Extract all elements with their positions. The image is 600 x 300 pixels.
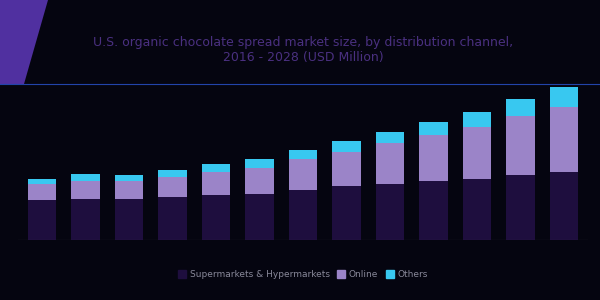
Bar — [115, 175, 143, 181]
Bar — [376, 184, 404, 240]
Bar — [71, 174, 100, 181]
Bar — [332, 141, 361, 152]
Bar — [332, 152, 361, 187]
Bar — [376, 132, 404, 143]
Bar — [71, 181, 100, 199]
Bar — [332, 187, 361, 240]
Bar — [115, 181, 143, 199]
Legend: Supermarkets & Hypermarkets, Online, Others: Supermarkets & Hypermarkets, Online, Oth… — [175, 266, 431, 283]
Bar — [28, 184, 56, 200]
Bar — [419, 122, 448, 135]
Bar — [202, 172, 230, 195]
Bar — [28, 179, 56, 184]
Bar — [158, 170, 187, 177]
Bar — [289, 190, 317, 240]
Bar — [28, 200, 56, 240]
Bar — [506, 99, 535, 116]
Title: U.S. organic chocolate spread market size, by distribution channel,
2016 - 2028 : U.S. organic chocolate spread market siz… — [93, 36, 513, 64]
Bar — [245, 159, 274, 167]
Bar — [419, 181, 448, 240]
Bar — [158, 197, 187, 240]
Bar — [550, 106, 578, 172]
Bar — [376, 143, 404, 184]
Bar — [550, 87, 578, 107]
Bar — [158, 177, 187, 197]
Bar — [202, 195, 230, 240]
Bar — [289, 150, 317, 159]
Bar — [463, 179, 491, 240]
Bar — [463, 127, 491, 179]
Bar — [71, 199, 100, 240]
Bar — [289, 159, 317, 190]
Bar — [115, 199, 143, 240]
Bar — [463, 112, 491, 127]
Bar — [419, 135, 448, 181]
Bar — [202, 164, 230, 172]
Bar — [550, 172, 578, 240]
Bar — [506, 175, 535, 240]
Bar — [245, 194, 274, 240]
Bar — [245, 167, 274, 194]
Bar — [506, 116, 535, 175]
